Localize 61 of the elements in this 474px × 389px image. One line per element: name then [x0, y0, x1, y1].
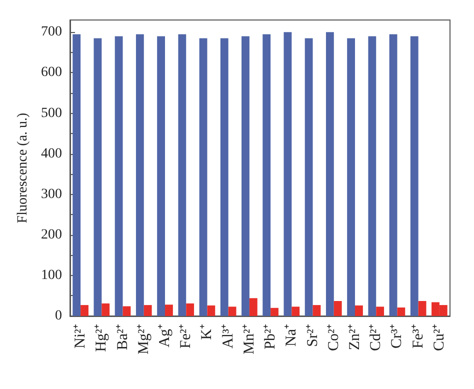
bar — [326, 32, 334, 316]
y-tick-label: 600 — [41, 65, 62, 80]
x-tick-label: Zn²⁺ — [347, 324, 363, 350]
x-tick-label: K⁺ — [199, 324, 216, 340]
x-tick-label: Co²⁺ — [326, 324, 342, 352]
bar — [144, 305, 152, 316]
bar — [355, 305, 363, 316]
x-tick-label: Hg²⁺ — [94, 324, 110, 352]
x-tick-label: Fe³⁺ — [410, 324, 426, 348]
x-tick-label: Ni²⁺ — [72, 324, 89, 348]
x-tick-label: Al³⁺ — [220, 324, 236, 348]
bar — [397, 307, 406, 316]
bar — [94, 38, 102, 316]
bar — [242, 36, 250, 316]
y-tick-label: 500 — [41, 106, 62, 121]
bar — [312, 305, 321, 316]
x-tick-label: Na⁺ — [284, 324, 300, 346]
bar — [80, 305, 88, 316]
bar — [304, 38, 313, 316]
bar — [199, 38, 208, 316]
bar — [249, 298, 258, 316]
bar — [165, 304, 173, 316]
x-tick-label: Cd²⁺ — [368, 324, 384, 352]
bar — [220, 38, 228, 316]
x-tick-label: Cr³⁺ — [389, 324, 406, 348]
bar — [418, 300, 426, 316]
bar — [136, 34, 144, 316]
bar — [228, 306, 236, 316]
bar — [334, 300, 342, 316]
bar — [292, 306, 300, 316]
y-axis-title: Fluorescence (a. u.) — [16, 112, 30, 224]
bar — [122, 306, 131, 316]
bar — [178, 34, 186, 316]
bar — [389, 34, 398, 316]
bar — [376, 306, 384, 316]
bar — [270, 308, 278, 316]
bar — [102, 303, 110, 316]
y-tick-label: 100 — [41, 268, 62, 283]
x-tick-label: Ba²⁺ — [114, 324, 131, 350]
bar — [368, 36, 376, 316]
x-tick-label: Mn²⁺ — [241, 324, 258, 354]
y-tick-label: 300 — [41, 186, 62, 202]
x-tick-label: Fe²⁺ — [178, 324, 194, 348]
bar — [114, 36, 123, 316]
bar — [186, 303, 194, 316]
x-tick-label: Sr²⁺ — [304, 324, 321, 347]
x-tick-label: Mg²⁺ — [136, 324, 152, 354]
bar — [207, 305, 216, 316]
x-tick-label: Ag⁺ — [157, 324, 173, 348]
bar — [410, 36, 418, 316]
y-tick-label: 400 — [41, 146, 62, 162]
x-tick-label: Pb²⁺ — [262, 324, 279, 350]
y-tick-label: 200 — [41, 227, 62, 242]
y-tick-label: 700 — [41, 24, 62, 40]
x-tick-label: Cu²⁺ — [431, 324, 448, 352]
bar — [262, 34, 271, 316]
bar — [347, 38, 355, 316]
bar — [72, 34, 81, 316]
y-tick-label: 0 — [55, 308, 62, 324]
bar — [157, 36, 165, 316]
bar — [284, 32, 292, 316]
